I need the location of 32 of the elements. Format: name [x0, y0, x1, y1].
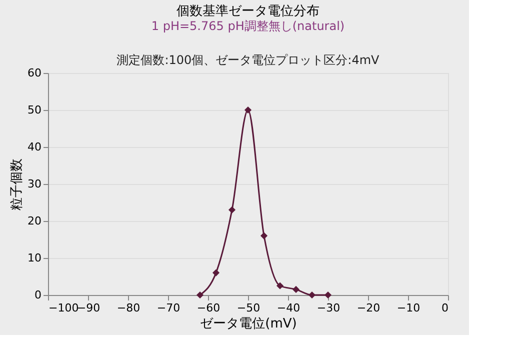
y-tick-label: 50: [28, 104, 42, 116]
x-tick-label: −100: [48, 302, 79, 314]
point: [212, 269, 220, 276]
y-axis-title: 粒子個数: [10, 158, 25, 210]
y-tick-label: 10: [28, 252, 42, 264]
point: [324, 291, 332, 299]
x-tick-label: −40: [276, 302, 300, 314]
y-tick-label: 60: [28, 66, 42, 80]
x-tick-label: −30: [316, 302, 340, 314]
x-tick-label: −20: [356, 302, 380, 314]
point: [244, 106, 252, 114]
point: [196, 291, 204, 299]
x-tick-label: −60: [196, 302, 220, 314]
text: 測定個数:100個、ゼータ電位プロット区分:4mV: [116, 53, 380, 67]
point: [228, 206, 236, 214]
point: [308, 291, 316, 299]
point: [292, 286, 300, 293]
x-tick-label: −90: [76, 302, 100, 314]
point: [260, 232, 268, 240]
x-tick-label: −10: [396, 302, 420, 314]
x-tick-label: −70: [156, 302, 180, 314]
y-tick-label: 40: [28, 140, 42, 154]
chart-title: 個数基準ゼータ電位分布: [176, 4, 320, 19]
chart-subtitle: 1 pH=5.765 pH調整無し(natural): [151, 19, 345, 33]
y-tick-label: 20: [28, 214, 42, 228]
x-tick-label: −80: [116, 302, 140, 314]
y-tick-label: 30: [28, 178, 42, 190]
x-tick-label: −50: [236, 302, 260, 314]
x-tick-label: 0: [442, 302, 448, 314]
point: [276, 282, 284, 290]
x-axis-title: ゼータ電位(mV): [200, 316, 297, 332]
y-tick-label: 0: [34, 288, 42, 302]
